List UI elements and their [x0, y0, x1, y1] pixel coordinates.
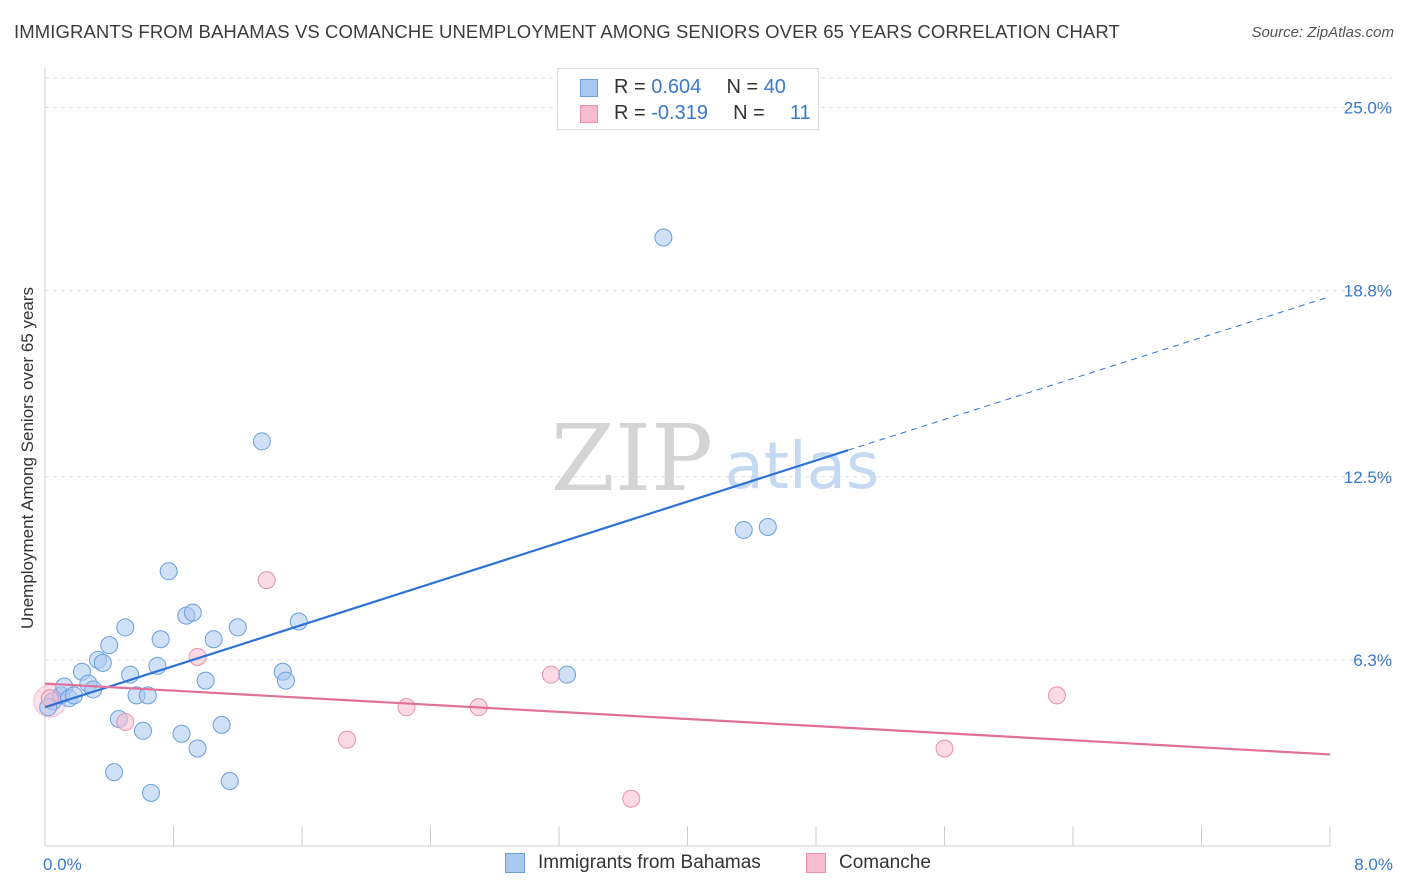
comanche-point	[188, 647, 207, 666]
legend-swatch-comanche	[806, 853, 826, 873]
n-label: N =	[733, 102, 765, 124]
watermark: ZIP atlas	[551, 405, 879, 512]
comanche-point	[1047, 686, 1066, 705]
trend-layer	[44, 296, 1331, 756]
comanche-point	[337, 730, 356, 749]
stats-text: R = -0.319 N = 11	[614, 102, 811, 125]
comanche-point	[541, 665, 560, 684]
legend-label-comanche: Comanche	[839, 852, 931, 873]
bahamas-point	[105, 763, 124, 782]
comanche-point	[935, 739, 954, 758]
source-label: Source: ZipAtlas.com	[1251, 24, 1394, 41]
legend-label-bahamas: Immigrants from Bahamas	[538, 852, 761, 873]
bahamas-swatch	[580, 79, 598, 97]
watermark-atlas: atlas	[725, 430, 880, 504]
stats-text: R = 0.604 N = 40	[614, 76, 786, 99]
bahamas-point	[228, 618, 247, 637]
chart-title: IMMIGRANTS FROM BAHAMAS VS COMANCHE UNEM…	[14, 21, 1120, 42]
n-label: N =	[726, 76, 759, 98]
bahamas-point	[289, 612, 308, 631]
r-value: 0.604	[651, 76, 702, 98]
bahamas-point	[116, 618, 135, 637]
bahamas-point	[93, 653, 112, 672]
watermark-zip: ZIP	[551, 405, 713, 512]
bahamas-point	[100, 636, 119, 655]
comanche-point	[116, 712, 135, 731]
r-label: R =	[614, 102, 646, 124]
bahamas-trend-extension	[847, 296, 1331, 451]
legend: Immigrants from Bahamas Comanche	[0, 850, 1406, 878]
bahamas-point	[138, 686, 157, 705]
legend-swatch-bahamas	[505, 853, 525, 873]
bahamas-point	[212, 715, 231, 734]
bahamas-point	[188, 739, 207, 758]
bahamas-point	[159, 562, 178, 581]
correlation-stats-box: R = 0.604 N = 40 R = -0.319 N = 11	[557, 68, 819, 130]
n-value: 40	[763, 76, 786, 98]
bahamas-point	[151, 630, 170, 649]
bahamas-point	[196, 671, 215, 690]
comanche-point	[257, 571, 276, 590]
comanche-point	[397, 698, 416, 717]
bahamas-point	[758, 517, 777, 536]
comanche-swatch	[580, 105, 598, 123]
bahamas-point	[133, 721, 152, 740]
grid-layer	[45, 77, 1392, 661]
bahamas-point	[204, 630, 223, 649]
r-label: R =	[614, 76, 646, 98]
bahamas-point	[654, 228, 673, 247]
bahamas-point	[172, 724, 191, 743]
n-value: 11	[789, 102, 811, 124]
bahamas-point	[142, 783, 161, 802]
y-tick-label: 18.8%	[1344, 282, 1392, 301]
bahamas-trend-line	[44, 449, 849, 709]
tick-label-layer: 6.3% 12.5% 18.8% 25.0% 0.0% 8.0%	[43, 99, 1393, 874]
comanche-point	[40, 689, 59, 708]
bahamas-point	[558, 665, 577, 684]
x-tick-label-min: 0.0%	[43, 855, 82, 874]
bahamas-point	[220, 772, 239, 791]
r-value: -0.319	[651, 102, 708, 124]
x-tick-label-max: 8.0%	[1354, 855, 1393, 874]
comanche-point	[622, 789, 641, 808]
y-tick-label: 25.0%	[1344, 99, 1392, 118]
bahamas-point	[734, 520, 753, 539]
comanche-trend-line	[44, 682, 1331, 756]
bahamas-point	[183, 603, 202, 622]
bahamas-point	[252, 432, 271, 451]
bahamas-point	[276, 671, 295, 690]
y-axis-label: Unemployment Among Seniors over 65 years	[18, 286, 37, 630]
y-tick-label: 12.5%	[1344, 468, 1392, 487]
points-layer	[33, 228, 1066, 808]
y-tick-label: 6.3%	[1353, 651, 1392, 670]
